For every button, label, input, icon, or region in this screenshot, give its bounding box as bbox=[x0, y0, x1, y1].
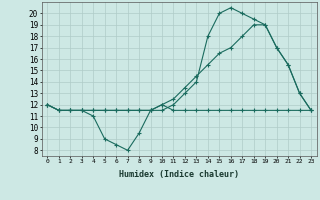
X-axis label: Humidex (Indice chaleur): Humidex (Indice chaleur) bbox=[119, 170, 239, 179]
